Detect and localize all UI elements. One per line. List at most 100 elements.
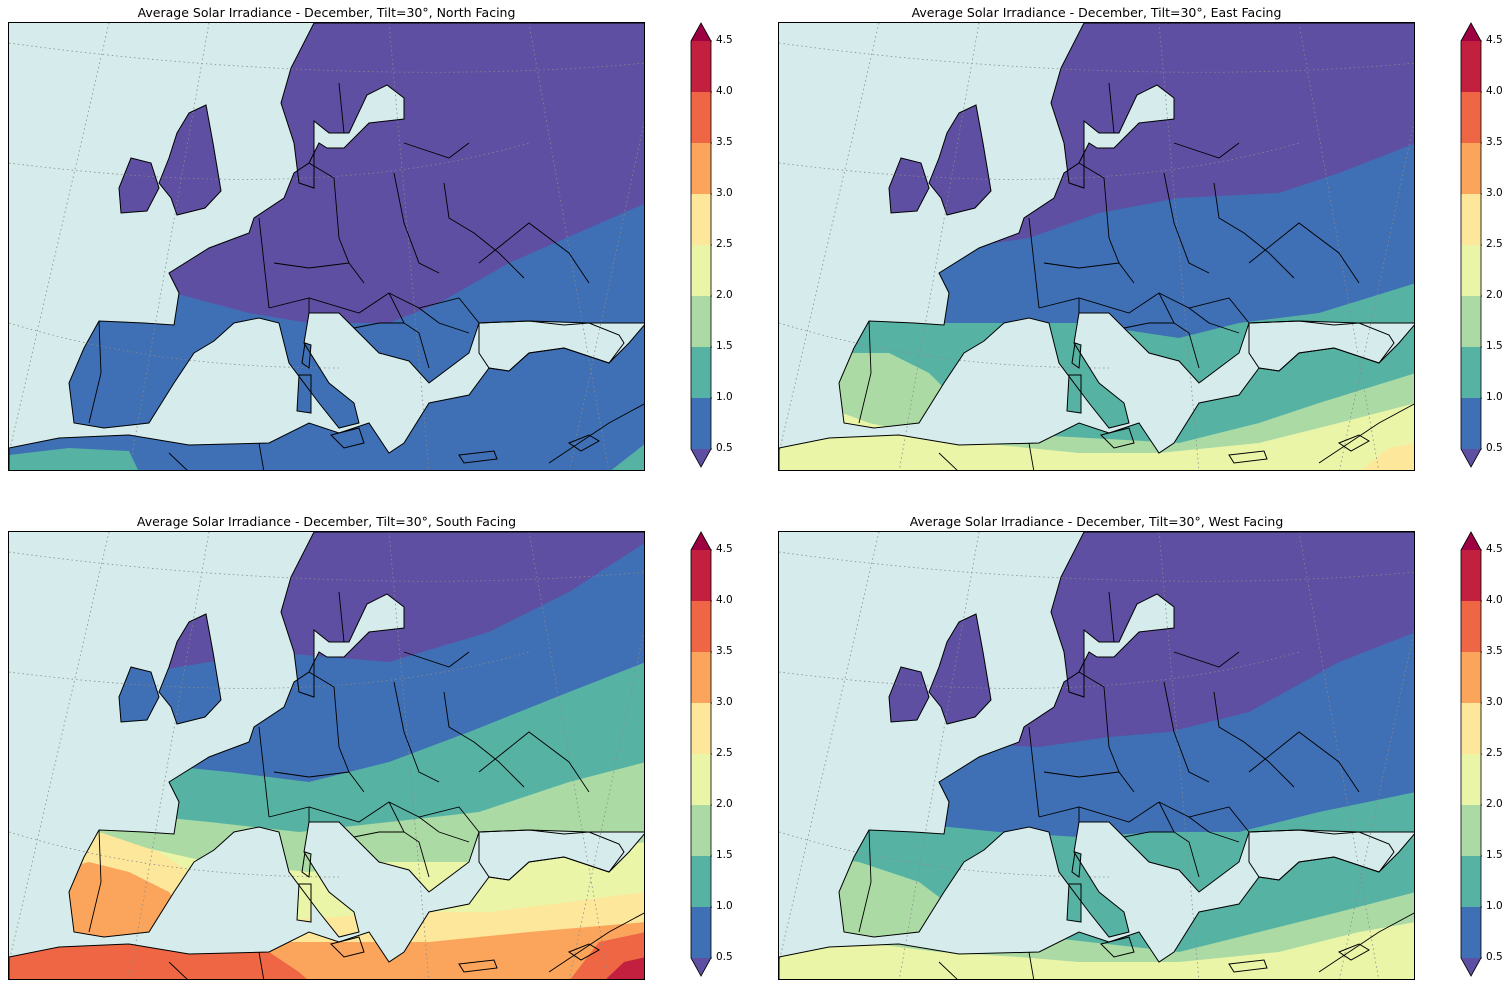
colorbar-tick-label: 2.0 xyxy=(716,798,733,810)
country-border xyxy=(168,452,188,470)
colorbar-tick-label: 4.5 xyxy=(716,34,733,46)
colorbar-segment xyxy=(1461,194,1481,245)
country-border xyxy=(1213,691,1295,788)
colorbar-tick-label: 3.0 xyxy=(1486,696,1503,708)
colorbar-tick-label: 1.5 xyxy=(1486,340,1503,352)
coastline xyxy=(458,959,498,973)
colorbar-segment xyxy=(691,856,711,907)
country-border xyxy=(168,961,188,979)
country-border xyxy=(418,816,470,843)
colorbar-svg xyxy=(1460,531,1482,977)
colorbar-tick-label: 2.5 xyxy=(716,238,733,250)
coastline xyxy=(118,666,160,723)
country-border xyxy=(1123,322,1174,329)
coastline xyxy=(779,532,1414,979)
colorbar-tick-label: 2.0 xyxy=(716,289,733,301)
country-border xyxy=(1163,681,1210,783)
colorbar-svg xyxy=(1460,22,1482,468)
graticule-line xyxy=(9,532,110,963)
colorbar-east: 0.5 1.0 1.5 2.0 2.5 3.0 3.5 4.0 4.5 xyxy=(1460,22,1512,482)
coastline xyxy=(888,666,930,723)
panel-title-east: Average Solar Irradiance - December, Til… xyxy=(911,5,1282,20)
map-west-svg xyxy=(779,532,1414,979)
country-border xyxy=(1108,82,1115,134)
coastline xyxy=(1066,883,1082,923)
coastline xyxy=(928,613,992,725)
colorbar-tick-label: 1.5 xyxy=(1486,849,1503,861)
colorbar-tick-label: 1.5 xyxy=(716,340,733,352)
coastline xyxy=(1066,374,1082,414)
country-border xyxy=(308,162,335,179)
borders xyxy=(88,82,644,470)
coastline xyxy=(567,943,600,961)
colorbar-tick-label: 3.5 xyxy=(1486,136,1503,148)
colorbar-under-arrow xyxy=(1461,958,1481,976)
country-border xyxy=(443,182,525,279)
colorbar-tick-label: 2.5 xyxy=(716,747,733,759)
colorbar-tick-label: 0.5 xyxy=(716,442,733,454)
country-border xyxy=(1028,217,1040,309)
zone-lightorange xyxy=(1359,443,1414,470)
country-border xyxy=(443,691,525,788)
country-border xyxy=(418,307,470,334)
country-border xyxy=(1158,292,1200,369)
country-border xyxy=(1028,442,1035,470)
coastlines xyxy=(779,532,1414,979)
colorbar-over-arrow xyxy=(1461,23,1481,41)
graticule-line xyxy=(779,23,880,454)
country-border xyxy=(353,322,404,329)
map-north-svg xyxy=(9,23,644,470)
coastline xyxy=(1337,943,1370,961)
graticule-line xyxy=(1158,23,1200,470)
colorbar-segment xyxy=(1461,245,1481,296)
colorbar-segment xyxy=(1461,296,1481,347)
country-border xyxy=(1078,162,1105,179)
country-border xyxy=(88,320,102,424)
zone-teal xyxy=(9,448,139,470)
country-border xyxy=(258,726,270,818)
graticule-line xyxy=(9,42,644,73)
colorbar-svg xyxy=(690,531,712,977)
colorbar-segment xyxy=(691,754,711,805)
colorbar-segment xyxy=(1461,601,1481,652)
colorbar-segment xyxy=(1461,398,1481,449)
coastline xyxy=(458,450,498,464)
colorbar-segment xyxy=(691,92,711,143)
colorbar-segment xyxy=(1461,347,1481,398)
country-border xyxy=(403,651,470,668)
country-border xyxy=(938,961,958,979)
colorbar-over-arrow xyxy=(1461,532,1481,550)
country-border xyxy=(1248,222,1360,284)
borders xyxy=(88,591,644,979)
colorbar-under-arrow xyxy=(1461,449,1481,467)
graticule-line xyxy=(9,322,340,369)
country-border xyxy=(1028,726,1040,818)
colorbar-tick-label: 4.5 xyxy=(716,543,733,555)
colorbar-north: 0.5 1.0 1.5 2.0 2.5 3.0 3.5 4.0 4.5 xyxy=(690,22,750,482)
colorbar-tick-label: 1.0 xyxy=(1486,391,1503,403)
colorbar-segment xyxy=(691,347,711,398)
graticule-line xyxy=(779,142,1300,180)
coastline xyxy=(158,613,222,725)
country-border xyxy=(478,222,590,284)
colorbar-segment xyxy=(691,194,711,245)
colorbar-tick-label: 1.0 xyxy=(716,391,733,403)
graticule-line xyxy=(388,532,430,979)
country-border xyxy=(1108,591,1115,643)
country-border xyxy=(1188,307,1240,334)
map-east-svg xyxy=(779,23,1414,470)
colorbar-over-arrow xyxy=(691,532,711,550)
country-border xyxy=(393,172,440,274)
colorbar-tick-label: 4.5 xyxy=(1486,34,1503,46)
country-border xyxy=(333,177,365,284)
panel-title-north: Average Solar Irradiance - December, Til… xyxy=(137,5,516,20)
zone-yellow xyxy=(779,922,1414,979)
coastline xyxy=(301,851,312,878)
graticule-line xyxy=(9,142,530,180)
colorbar-tick-label: 1.0 xyxy=(716,900,733,912)
coastline xyxy=(330,936,365,958)
graticule-line xyxy=(9,23,110,454)
graticule-line xyxy=(779,831,1110,878)
country-border xyxy=(478,731,590,793)
country-border xyxy=(548,912,644,973)
